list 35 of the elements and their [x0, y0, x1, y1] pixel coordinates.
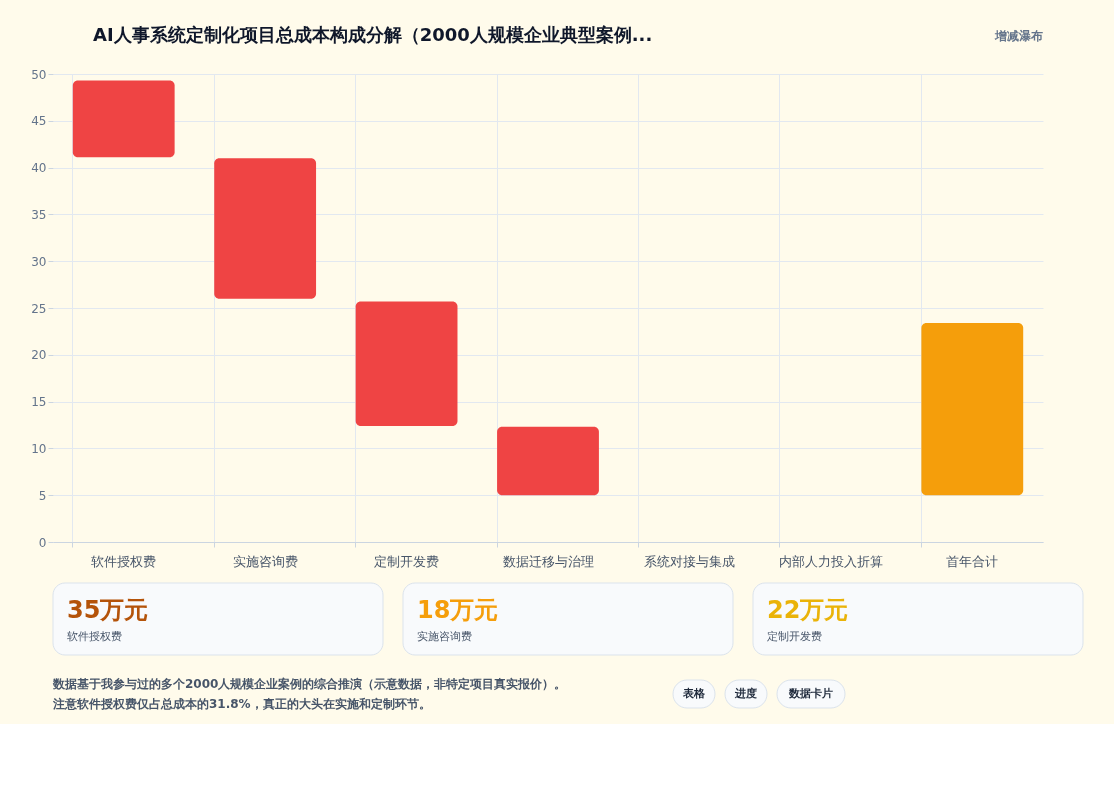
x-tick-label: 首年合计 — [946, 553, 999, 569]
text: 数据卡片 — [788, 687, 833, 700]
y-tick-label: 35 — [31, 207, 47, 222]
x-tick-label: 软件授权费 — [91, 553, 157, 569]
y-tick-label: 40 — [31, 161, 47, 176]
text: 表格 — [682, 687, 706, 700]
y-tick-label: 0 — [38, 535, 47, 550]
bar — [355, 301, 458, 426]
y-tick-label: 45 — [31, 114, 47, 129]
text: 定制开发费 — [767, 630, 822, 643]
x-tick-label: 定制开发费 — [374, 553, 440, 569]
x-tick-label: 数据迁移与治理 — [502, 553, 594, 569]
bar — [497, 426, 599, 496]
y-tick-label: 50 — [31, 67, 47, 82]
bar — [72, 80, 175, 158]
x-tick-label: 实施咨询费 — [232, 553, 298, 569]
y-tick-label: 10 — [31, 441, 47, 456]
text: 22万元 — [767, 596, 849, 624]
text: 软件授权费 — [67, 630, 122, 643]
y-tick-label: 30 — [31, 254, 47, 269]
chart-title: AI人事系统定制化项目总成本构成分解（2000人规模企业典型案例... — [93, 24, 653, 45]
text: 18万元 — [417, 596, 499, 624]
x-tick-label: 系统对接与集成 — [643, 553, 735, 569]
text: 35万元 — [67, 596, 149, 624]
x-tick-label: 内部人力投入折算 — [778, 553, 883, 569]
text: 增减瀑布 — [994, 29, 1043, 43]
text: 数据基于我参与过的多个2000人规模企业案例的综合推演（示意数据，非特定项目真实报价）。注意软件授权费仅占总成本的31.8%，真正的大头在实施和定制环节。 — [52, 677, 567, 711]
text: 进度 — [734, 687, 757, 700]
bar — [921, 322, 1024, 496]
y-tick-label: 15 — [31, 395, 47, 410]
bar — [214, 158, 317, 299]
y-tick-label: 20 — [31, 348, 47, 363]
y-tick-label: 25 — [31, 301, 47, 316]
text: 实施咨询费 — [417, 630, 472, 643]
y-tick-label: 5 — [38, 488, 47, 503]
